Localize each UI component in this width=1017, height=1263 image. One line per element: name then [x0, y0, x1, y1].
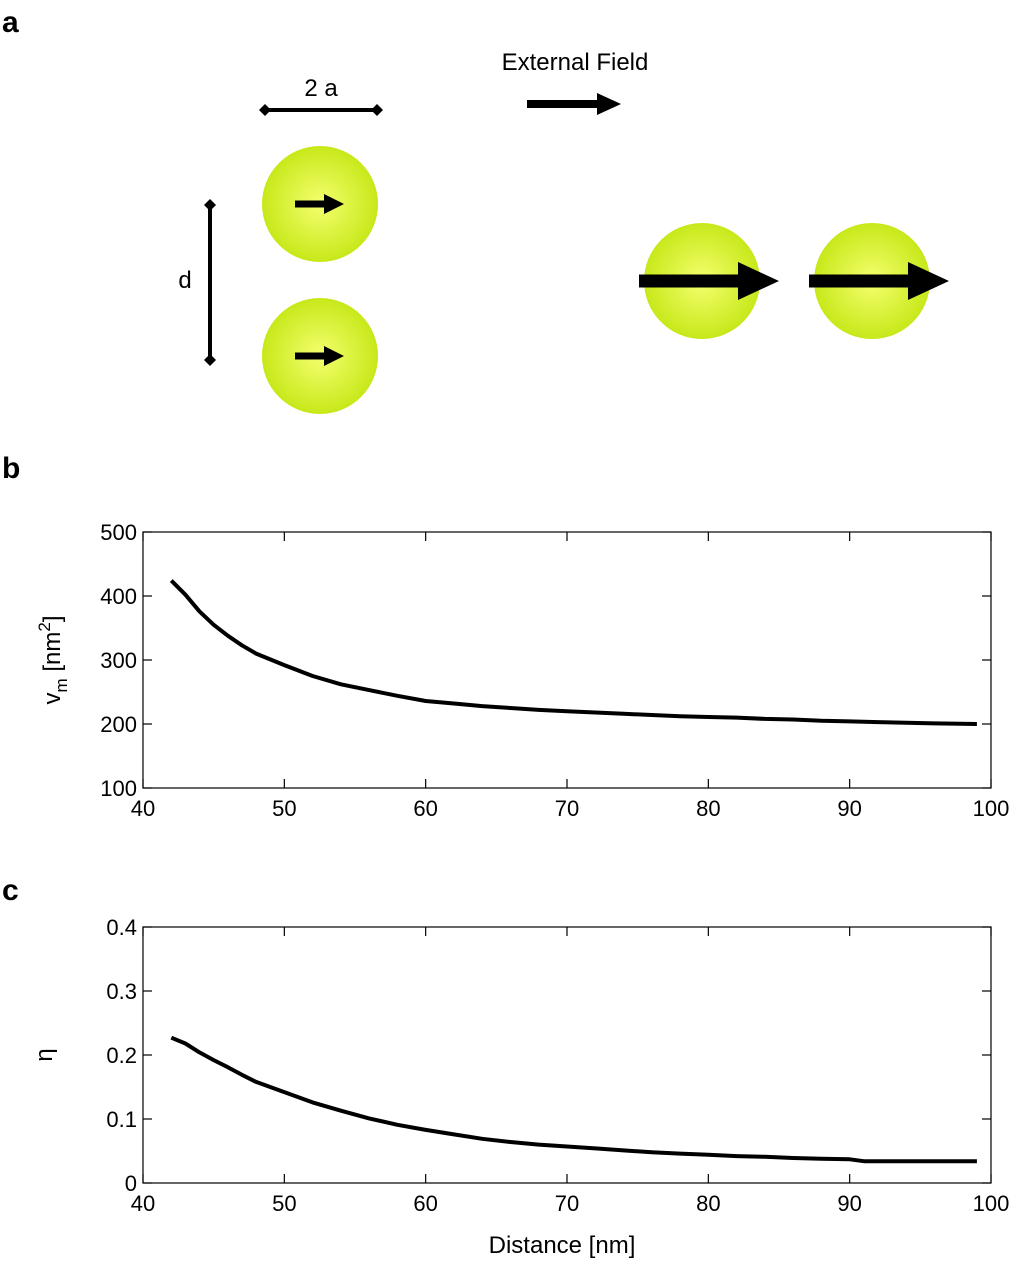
panel-letter-a: a — [2, 6, 19, 39]
chart-vm-ytick-label: 400 — [100, 584, 137, 609]
diameter-label: 2 a — [304, 75, 338, 102]
diameter-right-tip — [371, 104, 383, 116]
moment-arrow-chain-right-head — [908, 262, 949, 300]
chart-vm-xtick-label: 50 — [272, 796, 296, 821]
chart-vm-xtick-label: 80 — [696, 796, 720, 821]
field-arrow-head — [597, 93, 621, 115]
chart-vm-xtick-label: 100 — [973, 796, 1010, 821]
chart-vm-xtick-label: 90 — [837, 796, 861, 821]
chart-eta-series-line — [170, 1035, 977, 1164]
chart-vm-ylabel: vm [nm2] — [35, 616, 71, 705]
chart-eta-xtick-label: 100 — [973, 1191, 1010, 1216]
chart-eta-xtick-label: 60 — [413, 1191, 437, 1216]
moment-arrow-chain-left-head — [738, 262, 779, 300]
panel-letter-b: b — [2, 452, 20, 485]
moment-arrow-bottom-head — [324, 346, 344, 366]
chart-vm-ytick-label: 100 — [100, 776, 137, 801]
chart-eta-ytick-label: 0.2 — [106, 1043, 137, 1068]
chart-eta-xtick-label: 70 — [555, 1191, 579, 1216]
chart-vm-series-line — [169, 579, 977, 726]
chart-vm: 40 50 60 70 80 90 100 100 200 300 400 500 vm [nm2] — [35, 520, 1009, 821]
chart-vm-ytick-label: 500 — [100, 520, 137, 545]
chart-vm-ytick-label: 300 — [100, 648, 137, 673]
field-label: External Field — [502, 49, 649, 76]
schematic: 2 a d External Field — [178, 49, 949, 414]
chart-eta-ytick-label: 0.4 — [106, 915, 137, 940]
distance-label: d — [178, 267, 191, 294]
chart-eta-ytick-label: 0.3 — [106, 979, 137, 1004]
distance-top-tip — [204, 199, 216, 211]
chart-eta: 40 50 60 70 80 90 100 0 0.1 0.2 0.3 0.4 η Distance … — [31, 915, 1009, 1259]
diameter-left-tip — [259, 104, 271, 116]
chart-eta-ytick-label: 0.1 — [106, 1107, 137, 1132]
chart-vm-xtick-label: 70 — [555, 796, 579, 821]
chart-eta-xtick-label: 90 — [837, 1191, 861, 1216]
chart-vm-xtick-label: 40 — [131, 796, 155, 821]
chart-eta-xlabel: Distance [nm] — [489, 1232, 636, 1259]
chart-eta-xtick-label: 80 — [696, 1191, 720, 1216]
chart-eta-xtick-label: 40 — [131, 1191, 155, 1216]
chart-eta-xtick-label: 50 — [272, 1191, 296, 1216]
chart-eta-ytick-label: 0 — [125, 1171, 137, 1196]
chart-vm-ytick-label: 200 — [100, 712, 137, 737]
chart-eta-ylabel: η — [31, 1048, 58, 1061]
panel-letter-c: c — [2, 874, 19, 907]
distance-bottom-tip — [204, 354, 216, 366]
chart-vm-xtick-label: 60 — [413, 796, 437, 821]
moment-arrow-top-head — [324, 194, 344, 214]
